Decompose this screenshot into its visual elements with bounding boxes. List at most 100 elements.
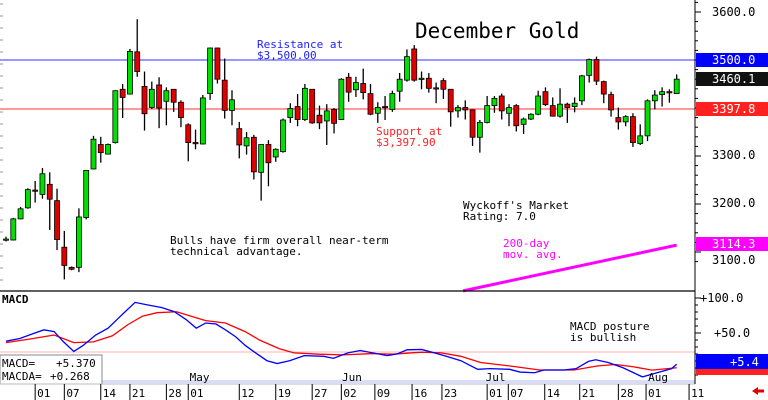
resistance-annotation-line1: Resistance at (257, 38, 343, 51)
candle-body-down (309, 88, 316, 124)
candle-body-down (61, 246, 68, 266)
date-tick-label: 09 (377, 387, 390, 400)
candle (586, 58, 593, 83)
date-tick-label: 16 (414, 387, 427, 400)
candle-body-down (214, 47, 221, 80)
support-annotation-line2: $3,397.90 (376, 136, 436, 149)
candle (148, 81, 155, 109)
candle-body-down (433, 87, 440, 90)
candle-body-up (557, 103, 563, 117)
candle (469, 109, 476, 146)
wyckoff-annotation-line1: Wyckoff's Market (463, 199, 569, 212)
candle (666, 89, 673, 103)
price-axis-ticks (0, 1, 701, 376)
candle-body-down (360, 83, 367, 94)
macd-last-badge (696, 354, 768, 369)
candle (549, 97, 556, 117)
candle-body-up (127, 50, 133, 95)
candle (608, 91, 614, 117)
candle (119, 84, 126, 119)
macd-last-label: +5.4 (730, 355, 759, 369)
candle-body-up (90, 138, 97, 170)
candle (557, 88, 563, 118)
candle (644, 99, 651, 142)
candle (3, 236, 9, 242)
candle (185, 123, 192, 162)
candles-layer (3, 19, 680, 280)
candle (462, 100, 469, 120)
candle-body-up (673, 78, 680, 95)
support-price-badge (696, 102, 768, 116)
candle (374, 102, 381, 123)
candle (221, 58, 228, 119)
last-price-badge (696, 72, 768, 86)
support-price-label: 3397.8 (712, 102, 755, 116)
date-tick-label: 23 (444, 387, 457, 400)
candle (382, 96, 388, 120)
candle-body-up (659, 91, 665, 95)
candle (651, 90, 658, 110)
candle (506, 104, 512, 127)
candle-body-down (513, 105, 520, 127)
candle (345, 72, 352, 102)
candle-body-down (425, 77, 432, 89)
candle (112, 90, 119, 144)
candle (141, 71, 148, 131)
resistance-price-label: 3500.0 (712, 53, 755, 67)
month-label: Jul (486, 371, 506, 384)
candle-body-down (156, 84, 162, 109)
candle-body-down (68, 266, 75, 270)
macd-tick-100: +100.0 (700, 291, 743, 305)
macd-line (5, 301, 678, 378)
date-tick-label: 11 (691, 387, 704, 400)
candle (76, 208, 82, 273)
candle-body-down (221, 79, 228, 111)
macda-readout-label: MACDA= (2, 370, 42, 383)
month-label: Aug (648, 371, 668, 384)
chart-title: December Gold (415, 19, 579, 43)
candle (353, 76, 359, 97)
candle-body-down (600, 81, 607, 95)
candle-body-up (207, 47, 214, 94)
candle-body-down (134, 51, 141, 72)
candle (593, 56, 600, 85)
candle (316, 105, 323, 130)
candle (476, 120, 483, 153)
candle-body-up (258, 144, 265, 173)
candle-body-down (46, 183, 53, 200)
price-tick-3300: 3300.0 (712, 148, 755, 162)
candle-body-up (506, 107, 512, 114)
candle (105, 143, 111, 155)
candle-body-down (549, 105, 556, 117)
date-tick-label: 01 (37, 387, 50, 400)
candle-body-down (367, 93, 374, 115)
candle (367, 84, 374, 116)
candle-body-up (353, 82, 359, 91)
candle-body-down (382, 106, 388, 109)
candle (389, 90, 396, 112)
candle-body-down (97, 144, 104, 154)
candle-body-up (163, 90, 170, 102)
wyckoff-annotation-line2: Rating: 7.0 (463, 210, 536, 223)
candle (425, 72, 432, 93)
candle (192, 129, 199, 150)
candle-body-up (622, 116, 629, 123)
date-ticks: 01 07 14 21 28 01 12 19 27 02 09 16 23 01 07 14 21 28 01 11 (34, 384, 704, 400)
candle-body-up (76, 216, 82, 268)
candle (309, 88, 316, 124)
candle-body-down (178, 101, 184, 118)
candle (491, 96, 498, 113)
candle (272, 148, 279, 162)
candle (433, 82, 440, 104)
scroll-left-arrow-icon[interactable] (752, 387, 764, 395)
candle-body-up (3, 238, 9, 241)
candle-body-up (476, 122, 483, 138)
candle (90, 135, 97, 170)
price-tick-3100: 3100.0 (712, 253, 755, 267)
candle (10, 217, 17, 241)
candle (411, 45, 418, 82)
resistance-annotation-line2: $3,500.00 (257, 49, 317, 62)
candle-body-up (229, 99, 235, 111)
candle (323, 104, 330, 145)
